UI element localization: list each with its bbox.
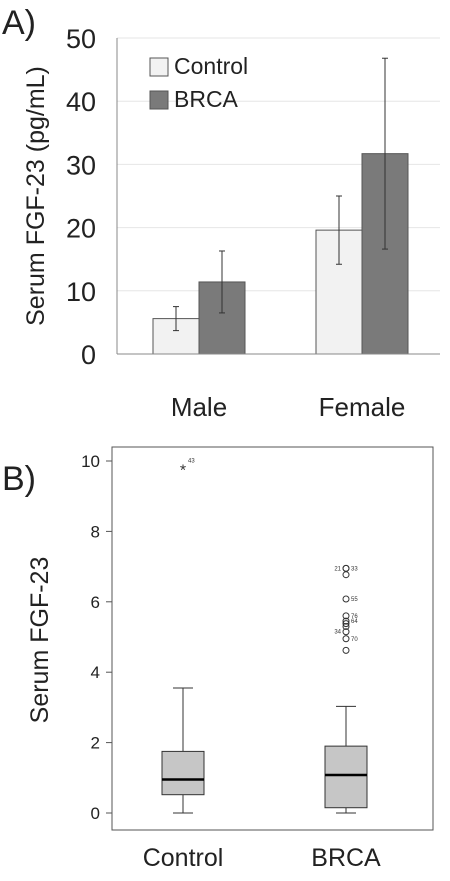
panel-b-y-axis-label: Serum FGF-23 — [26, 557, 54, 724]
legend-swatch-brca — [149, 90, 169, 110]
y-tick-label: 8 — [91, 522, 100, 541]
panel-a-x-tick-labels: Male Female — [171, 392, 406, 422]
panel-a-bars — [152, 153, 409, 355]
outlier-label: 21 — [334, 566, 341, 572]
y-tick-label: 0 — [91, 804, 100, 823]
x-tick-label-brca: BRCA — [311, 844, 381, 872]
outlier-label: 55 — [351, 597, 358, 603]
panel-b-plot-frame — [111, 446, 434, 831]
legend-label-brca: BRCA — [174, 86, 239, 112]
panel-a-label: A) — [2, 4, 36, 42]
panel-b-label: B) — [2, 460, 36, 498]
outlier-circle — [342, 595, 350, 603]
panel-a-y-tick-labels: 0 10 20 30 40 50 — [66, 24, 96, 370]
box-iqr — [161, 750, 205, 796]
outlier-label: 33 — [351, 566, 358, 572]
legend-label-control: Control — [174, 53, 248, 79]
box-iqr — [324, 745, 368, 809]
y-tick-label: 50 — [66, 24, 96, 54]
outlier-label: 76 — [351, 614, 358, 620]
outlier-label: 34 — [334, 630, 341, 636]
x-tick-label-male: Male — [171, 392, 227, 422]
panel-b-y-ticks: 0 2 4 6 8 10 — [81, 452, 112, 823]
outlier-label: 64 — [351, 619, 358, 625]
panel-a-y-axis-label: Serum FGF-23 (pg/mL) — [22, 66, 50, 326]
y-tick-label: 10 — [81, 452, 100, 471]
outlier-circle — [342, 620, 350, 628]
outlier-circle — [342, 612, 350, 620]
box-brca — [324, 705, 368, 814]
outlier-star: * — [180, 462, 186, 479]
legend-swatch-control — [149, 57, 169, 77]
y-tick-label: 30 — [66, 150, 96, 180]
panel-a-bar-chart: A) 0 10 20 30 40 50 Male Female Serum FGF-23 (… — [2, 4, 440, 422]
y-tick-label: 40 — [66, 87, 96, 117]
y-tick-label: 20 — [66, 214, 96, 244]
y-tick-label: 4 — [91, 663, 100, 682]
outlier-circle — [342, 617, 350, 625]
y-tick-label: 10 — [66, 277, 96, 307]
outlier-circle — [342, 622, 350, 630]
panel-a-error-bars — [173, 57, 388, 332]
panel-a-legend: Control BRCA — [149, 53, 248, 112]
y-tick-label: 0 — [81, 340, 96, 370]
panel-b-boxes — [161, 687, 368, 814]
outlier-label: 43 — [188, 458, 195, 464]
outlier-label: 70 — [351, 637, 358, 643]
x-tick-label-female: Female — [319, 392, 406, 422]
y-tick-label: 6 — [91, 593, 100, 612]
outlier-circle — [342, 571, 350, 579]
outlier-circle — [342, 628, 350, 636]
outlier-circle — [342, 646, 350, 654]
outlier-circle — [342, 635, 350, 643]
panel-b-x-tick-labels: Control BRCA — [143, 844, 381, 872]
y-tick-label: 2 — [91, 734, 100, 753]
x-tick-label-control: Control — [143, 844, 224, 872]
box-control — [161, 687, 205, 814]
